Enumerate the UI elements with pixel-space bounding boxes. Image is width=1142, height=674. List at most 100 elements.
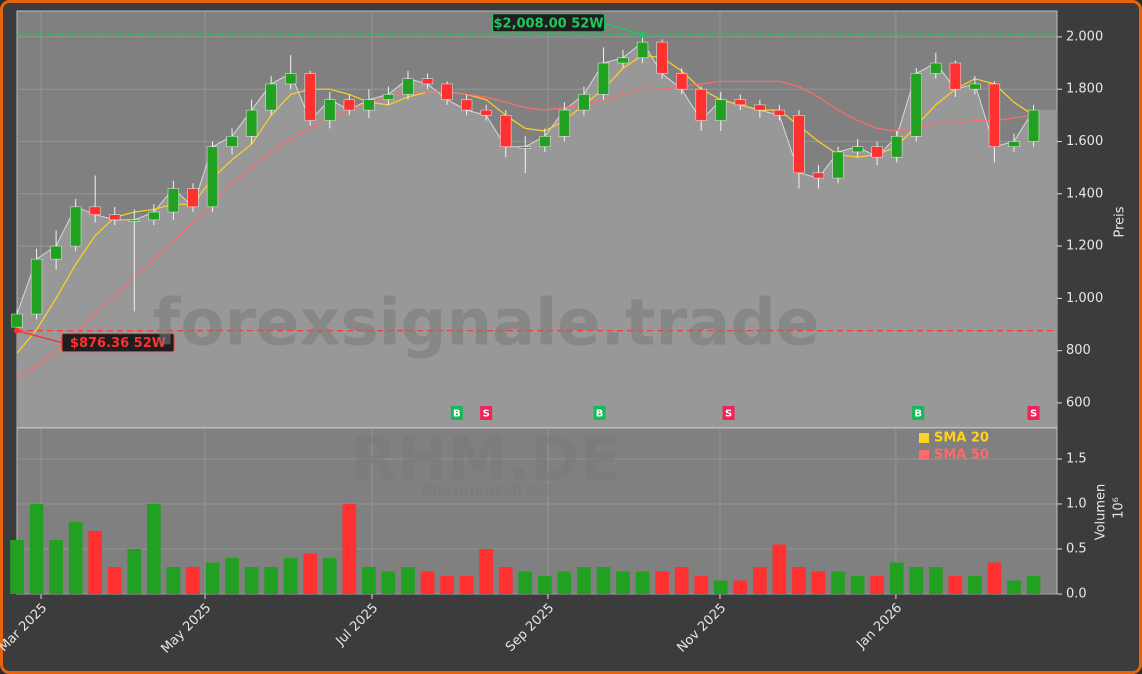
y-tick-label: 2.000 [1066,29,1103,44]
volume-bar [831,571,845,594]
volume-bar [1026,575,1041,594]
y-tick-label: 1.600 [1066,134,1103,149]
candle-body [930,62,942,74]
volume-bar [205,562,220,594]
y-tick-label: 1.200 [1066,239,1103,254]
candle-body [206,146,219,208]
volume-bar [381,571,396,594]
volume-bar [303,553,318,594]
candle-body [715,99,727,121]
volume-bar [811,571,826,594]
volume-bar [596,566,611,594]
volume-bar [733,580,748,594]
volume-bar [49,539,63,594]
legend-label: SMA 20 [934,431,989,446]
y-tick-label: 1.0 [1066,496,1087,511]
volume-bar [10,539,24,594]
volume-bar [264,566,278,594]
volume-bar [889,562,904,594]
candle-body [50,245,62,260]
volume-bar [401,566,415,594]
candle-body [128,219,140,222]
volume-bar [987,562,1002,594]
volume-bar [694,575,709,594]
signal-label: B [914,409,922,420]
signal-label: S [483,409,490,420]
volume-bar [88,530,103,594]
volume-bar [283,557,298,594]
volume-bar [420,571,435,594]
volume-bar [753,566,767,594]
volume-panel [16,427,1058,595]
candle-body [1008,141,1020,147]
volume-bar [479,548,494,594]
candle-body [891,135,903,158]
volume-bar [850,575,865,594]
volume-bar [498,566,513,594]
annotation-arrow [602,22,643,36]
annotation-text: $2,008.00 52W [493,16,603,31]
volume-bar [186,566,200,594]
candle-body [871,146,883,158]
candle-body [167,188,180,213]
volume-bar [166,566,181,594]
signal-marker [450,406,463,420]
y-tick-label: 1.000 [1066,291,1103,306]
sma-line [16,54,1034,354]
y-tick-label: 1.5 [1066,451,1087,466]
volume-bar [68,521,83,594]
volume-bar [147,503,161,594]
signal-label: B [596,409,604,420]
candle-body [245,109,258,137]
volume-bar [107,566,122,594]
candle-body [988,83,1001,147]
candle-body [1027,109,1040,142]
volume-bar [1007,580,1021,594]
signal-label: B [453,409,461,420]
signal-label: S [725,409,732,420]
signal-marker [1027,406,1040,420]
signal-label: S [1030,409,1037,420]
volume-title: RHM.DE [351,425,621,495]
candle-body [539,135,551,147]
candle-body [421,78,434,85]
y-tick-label: 1.400 [1066,186,1103,201]
volume-bar [29,503,44,594]
candle-body [969,83,981,90]
signal-marker [593,406,606,420]
y-tick-label: 0.0 [1066,587,1087,602]
volume-bar [928,566,943,594]
candle-body [109,214,121,221]
candle-body [148,211,160,221]
legend-label: SMA 50 [934,448,989,463]
candle-body [832,151,844,179]
volume-bar [459,575,474,594]
candle-body [343,99,355,111]
volume-bar [518,571,533,594]
candle-body [676,73,688,90]
candle-body [382,94,395,100]
volume-unit: 10⁶ [1112,497,1127,519]
candle-body [636,41,649,59]
volume-bar [557,571,572,594]
candle-body [441,83,453,100]
candle-body [851,146,864,153]
volume-bar [225,557,239,594]
volume-bar [674,566,689,594]
signal-marker [480,406,493,420]
candle-body [500,115,512,147]
candle-body [695,88,707,121]
volume-bar [948,575,963,594]
volume-bar [655,571,669,594]
volume-subtitle: Rheinmetall AG [421,482,552,500]
candle-body [402,78,414,95]
candle-body [70,206,82,247]
candle-body [304,73,316,121]
candle-body [734,99,746,106]
y-tick-label: 800 [1066,343,1091,358]
candle-body [480,109,492,116]
candle-body [754,104,766,111]
candle-body [617,57,629,64]
volume-bar [127,548,142,594]
watermark: forexsignale.trade [153,287,820,361]
